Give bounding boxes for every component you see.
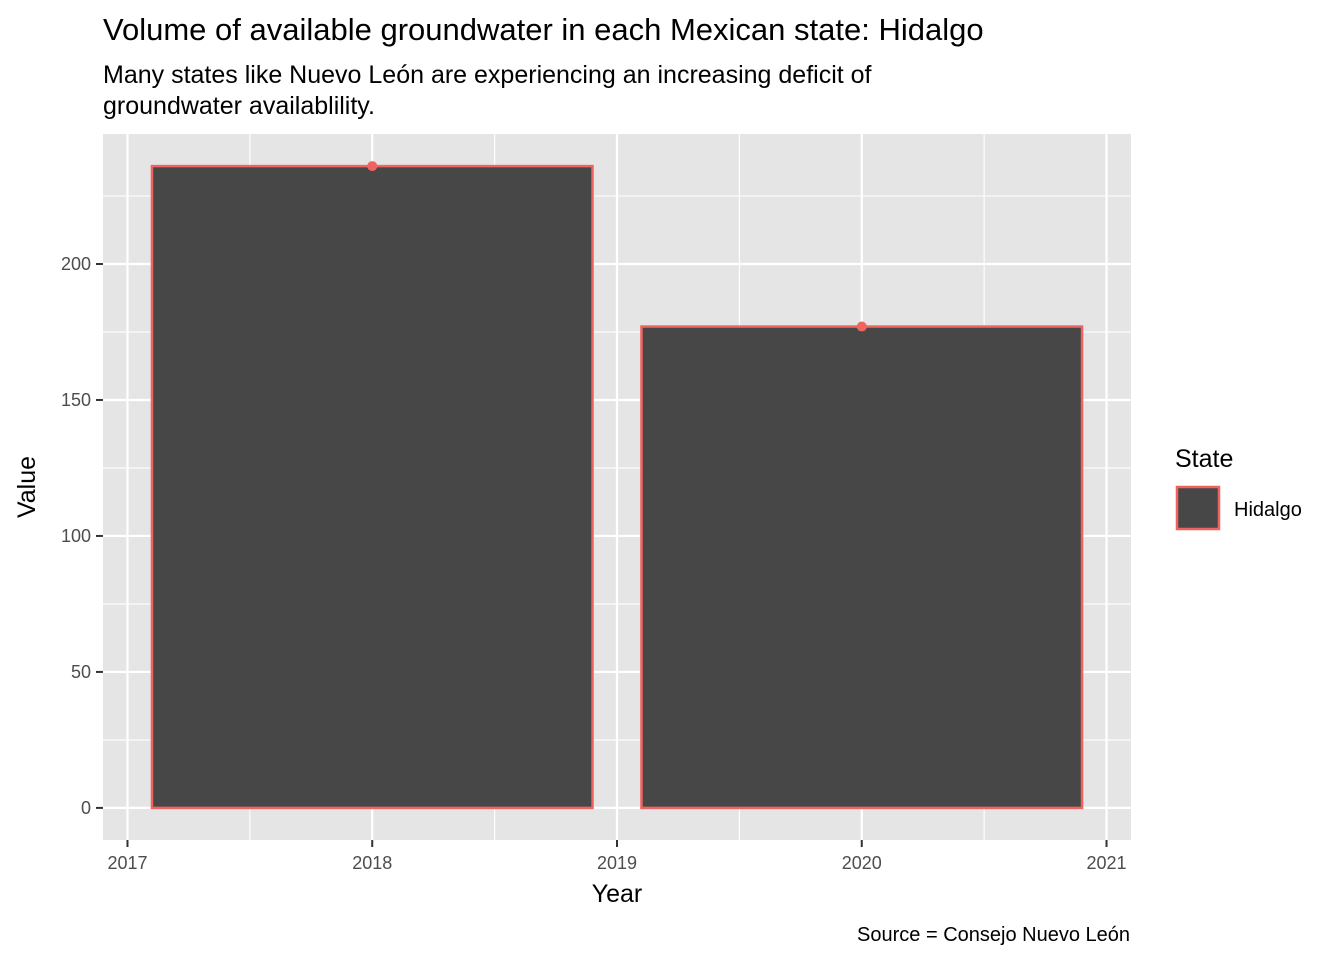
points (367, 161, 867, 332)
y-tick-label: 100 (61, 526, 91, 546)
y-tick-label: 200 (61, 254, 91, 274)
x-tick-label: 2021 (1087, 853, 1127, 873)
x-tick-label: 2020 (842, 853, 882, 873)
chart-subtitle-line-1: Many states like Nuevo León are experien… (103, 61, 872, 89)
y-tick-label: 50 (71, 662, 91, 682)
legend-title: State (1175, 445, 1233, 473)
bar-2020 (640, 325, 1084, 810)
y-axis-title: Value (13, 456, 41, 518)
bar-2018 (150, 164, 594, 810)
x-tick-label: 2019 (597, 853, 637, 873)
y-tick-label: 0 (81, 798, 91, 818)
x-axis: 2017 2018 2019 2020 2021 (107, 840, 1127, 873)
legend-label-hidalgo: Hidalgo (1234, 499, 1302, 521)
chart-caption: Source = Consejo Nuevo León (857, 924, 1130, 946)
y-axis: 0 50 100 150 200 (61, 254, 103, 818)
x-tick-label: 2017 (107, 853, 147, 873)
y-tick-label: 150 (61, 390, 91, 410)
legend-key-hidalgo (1175, 485, 1221, 531)
point-2018 (367, 161, 378, 172)
legend: State Hidalgo (1175, 445, 1302, 531)
chart-title: Volume of available groundwater in each … (103, 12, 984, 47)
point-2020 (856, 321, 867, 332)
x-axis-title: Year (592, 880, 643, 908)
bars (150, 164, 1084, 810)
x-tick-label: 2018 (352, 853, 392, 873)
chart-subtitle-line-2: groundwater availablility. (103, 92, 375, 120)
